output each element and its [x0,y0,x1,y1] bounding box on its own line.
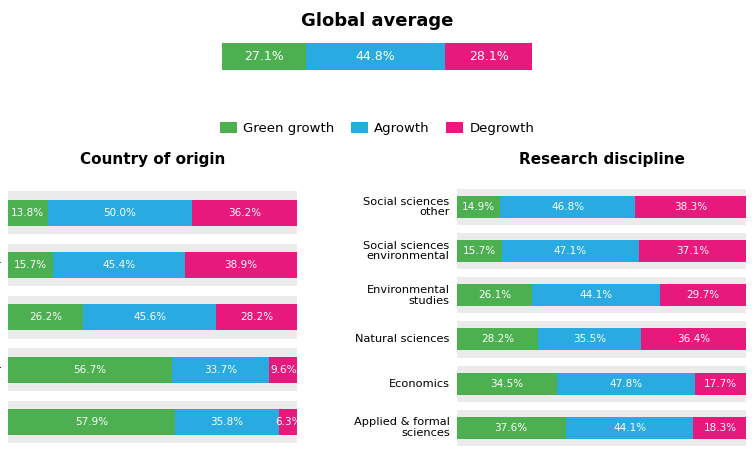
Text: 44.1%: 44.1% [613,423,646,433]
Bar [457,372,556,395]
Text: 36.2%: 36.2% [228,208,262,218]
Bar [185,252,297,278]
Title: Research discipline: Research discipline [519,152,685,167]
Title: Country of origin: Country of origin [80,152,225,167]
Bar [172,356,269,383]
Bar [457,189,746,225]
Text: 50.0%: 50.0% [103,208,136,218]
Bar [8,191,297,234]
Bar [457,240,502,262]
Text: 46.8%: 46.8% [551,202,584,212]
Bar [445,43,532,69]
Bar [457,277,746,313]
Text: 35.8%: 35.8% [210,417,244,427]
Bar [695,372,746,395]
Bar [639,240,746,262]
Bar [694,417,746,439]
Text: 37.1%: 37.1% [676,246,709,256]
Bar [176,409,279,435]
Bar [636,196,746,218]
Bar [222,43,306,69]
Bar [660,284,746,306]
Bar [457,417,566,439]
Text: 17.7%: 17.7% [704,378,737,389]
Bar [8,252,53,278]
Text: 28.1%: 28.1% [469,50,508,63]
Text: 14.9%: 14.9% [461,202,495,212]
Bar [457,196,500,218]
Bar [84,304,216,331]
Bar [8,401,297,443]
Text: 33.7%: 33.7% [204,365,238,375]
Text: 27.1%: 27.1% [244,50,284,63]
Text: 18.3%: 18.3% [703,423,737,433]
Text: 47.1%: 47.1% [554,246,587,256]
Bar [457,410,746,446]
Text: 26.1%: 26.1% [478,290,511,300]
Bar [8,348,297,391]
Bar [556,372,695,395]
Bar [279,409,297,435]
Bar [566,417,694,439]
Bar [8,243,297,287]
Text: 15.7%: 15.7% [463,246,496,256]
Text: Global average: Global average [301,12,453,30]
Bar [457,284,532,306]
Bar [457,233,746,269]
Bar [192,200,297,226]
Text: 6.3%: 6.3% [275,417,302,427]
Text: 13.8%: 13.8% [11,208,44,218]
Bar [8,304,84,331]
Text: 36.4%: 36.4% [677,334,710,344]
Text: 44.8%: 44.8% [356,50,395,63]
Text: 38.9%: 38.9% [225,260,258,270]
Legend: Green growth, Agrowth, Degrowth: Green growth, Agrowth, Degrowth [214,117,540,140]
Text: 45.4%: 45.4% [103,260,136,270]
Text: 15.7%: 15.7% [14,260,47,270]
Text: 56.7%: 56.7% [73,365,106,375]
Bar [538,328,641,350]
Bar [8,296,297,339]
Text: 57.9%: 57.9% [75,417,108,427]
Text: 47.8%: 47.8% [609,378,642,389]
Bar [216,304,297,331]
Text: 9.6%: 9.6% [270,365,296,375]
Text: 29.7%: 29.7% [687,290,720,300]
Bar [8,356,172,383]
Bar [306,43,445,69]
Text: 44.1%: 44.1% [580,290,613,300]
Bar [502,240,639,262]
Text: 38.3%: 38.3% [674,202,707,212]
Bar [457,328,538,350]
Bar [8,409,176,435]
Bar [53,252,185,278]
Text: 28.2%: 28.2% [240,312,273,322]
Text: 34.5%: 34.5% [490,378,523,389]
Text: 45.6%: 45.6% [133,312,166,322]
Text: 28.2%: 28.2% [481,334,514,344]
Text: 37.6%: 37.6% [495,423,528,433]
Bar [500,196,636,218]
Bar [457,321,746,357]
Bar [457,365,746,402]
Bar [641,328,746,350]
Text: 35.5%: 35.5% [573,334,606,344]
Bar [269,356,297,383]
Bar [8,200,48,226]
Bar [48,200,192,226]
Text: 26.2%: 26.2% [29,312,62,322]
Bar [532,284,660,306]
